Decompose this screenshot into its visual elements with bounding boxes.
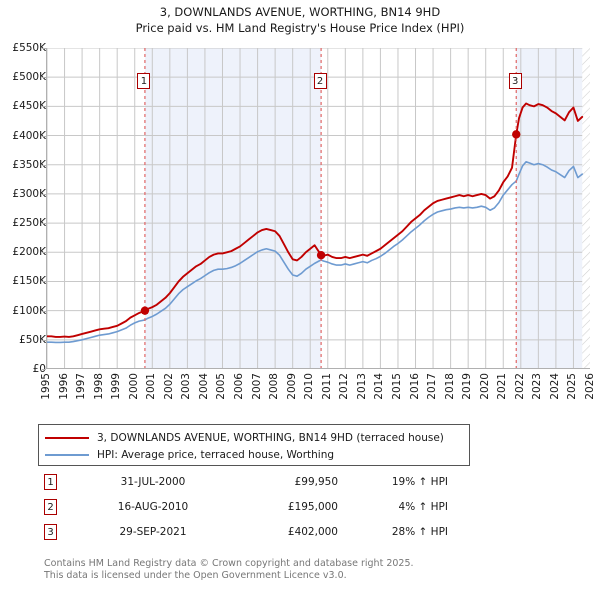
y-axis-tick-label: £50K (19, 333, 46, 346)
x-axis-tick-label: 1997 (75, 373, 88, 400)
y-axis-tick-label: £550K (12, 42, 46, 54)
x-axis-tick-label: 1998 (92, 373, 105, 400)
sale-date: 16-AUG-2010 (117, 501, 189, 513)
x-axis-tick-label: 2008 (268, 373, 281, 400)
x-axis-tick-label: 2007 (250, 373, 263, 400)
x-axis-tick-label: 2013 (355, 373, 368, 400)
x-axis-tick-label: 2010 (303, 373, 316, 400)
legend-swatch-hpi (45, 454, 89, 456)
x-axis-tick-label: 2024 (548, 373, 561, 400)
x-axis-tick-label: 2016 (408, 373, 421, 400)
sale-price: £402,000 (287, 526, 338, 538)
table-row: 1 31-JUL-2000 £99,950 19% ↑ HPI (38, 472, 458, 497)
y-axis-tick-label: £150K (12, 275, 46, 288)
chart-marker-badge: 2 (313, 73, 327, 89)
y-axis-tick-label: £0 (32, 363, 46, 375)
y-axis-tick-label: £450K (12, 100, 46, 113)
x-axis-tick-label: 2018 (443, 373, 456, 400)
y-axis-tick-label: £250K (12, 217, 46, 230)
sale-hpi-delta: 19% ↑ HPI (391, 476, 448, 488)
sale-index-badge: 2 (44, 499, 57, 515)
x-axis-tick-label: 2025 (566, 373, 579, 400)
legend-item-hpi: HPI: Average price, terraced house, Wort… (45, 447, 463, 463)
chart-marker-badge: 1 (137, 73, 151, 89)
x-axis-tick-label: 2002 (162, 373, 175, 400)
y-axis-tick-label: £100K (12, 304, 46, 317)
table-row: 2 16-AUG-2010 £195,000 4% ↑ HPI (38, 497, 458, 522)
y-axis-tick-label: £300K (12, 187, 46, 200)
chart-marker-badge: 3 (508, 73, 522, 89)
x-axis-tick-label: 2011 (320, 373, 333, 400)
plot-svg (47, 48, 590, 368)
x-axis-tick-label: 2001 (145, 373, 158, 400)
x-axis-tick-label: 2019 (461, 373, 474, 400)
y-axis-tick-label: £350K (12, 158, 46, 171)
title-line-2: Price paid vs. HM Land Registry's House … (135, 21, 465, 35)
legend-label-hpi: HPI: Average price, terraced house, Wort… (97, 449, 335, 461)
x-axis-tick-label: 2023 (531, 373, 544, 400)
x-axis-tick-label: 2020 (478, 373, 491, 400)
x-axis-tick-label: 2014 (373, 373, 386, 400)
legend-item-price-paid: 3, DOWNLANDS AVENUE, WORTHING, BN14 9HD … (45, 430, 463, 446)
page-title: 3, DOWNLANDS AVENUE, WORTHING, BN14 9HD … (0, 4, 600, 36)
y-axis-tick (42, 339, 46, 341)
x-axis-tick-label: 1996 (57, 373, 70, 400)
y-axis-tick (42, 369, 46, 370)
x-axis-tick-label: 2012 (338, 373, 351, 400)
y-axis-tick (42, 310, 46, 312)
x-axis-tick-label: 2021 (496, 373, 509, 400)
y-axis-tick-label: £400K (12, 129, 46, 142)
x-axis-tick-label: 2015 (390, 373, 403, 400)
x-axis-tick-label: 2003 (180, 373, 193, 400)
y-axis-tick (42, 223, 46, 225)
sale-index-badge: 1 (44, 474, 57, 490)
y-axis-tick (42, 164, 46, 166)
y-axis-tick (42, 77, 46, 79)
y-axis-tick (42, 252, 46, 254)
sale-hpi-delta: 4% ↑ HPI (398, 501, 448, 513)
sale-date: 31-JUL-2000 (120, 476, 186, 488)
plot-area (46, 48, 590, 369)
x-axis-tick-label: 2017 (426, 373, 439, 400)
x-axis-tick-label: 2000 (127, 373, 140, 400)
y-axis-tick (42, 106, 46, 108)
x-axis-tick-label: 1999 (110, 373, 123, 400)
x-axis-tick-label: 1995 (40, 373, 52, 400)
sale-hpi-delta: 28% ↑ HPI (391, 526, 448, 538)
y-axis-tick (42, 48, 46, 49)
chart-container: £0 £50K £100K £150K £200K £250K £300K £350K £400… (0, 40, 600, 400)
y-axis-tick (42, 281, 46, 283)
y-axis-tick-label: £200K (12, 246, 46, 259)
title-line-1: 3, DOWNLANDS AVENUE, WORTHING, BN14 9HD (159, 5, 441, 19)
y-axis-tick-label: £500K (12, 71, 46, 84)
x-axis-tick-label: 2009 (285, 373, 298, 400)
y-axis-tick (42, 193, 46, 195)
y-axis-tick (42, 135, 46, 137)
chart-legend: 3, DOWNLANDS AVENUE, WORTHING, BN14 9HD … (38, 424, 470, 466)
sale-price: £99,950 (294, 476, 338, 488)
x-axis-tick-label: 2006 (233, 373, 246, 400)
footer-attribution: Contains HM Land Registry data © Crown c… (44, 558, 584, 582)
x-axis-tick-label: 2005 (215, 373, 228, 400)
sale-date: 29-SEP-2021 (119, 526, 187, 538)
footer-line-2: This data is licensed under the Open Gov… (44, 570, 347, 581)
sales-table: 1 31-JUL-2000 £99,950 19% ↑ HPI 2 16-AUG… (38, 472, 458, 547)
x-axis-tick-label: 2026 (584, 373, 596, 400)
x-axis-tick-label: 2004 (197, 373, 210, 400)
footer-line-1: Contains HM Land Registry data © Crown c… (44, 558, 414, 569)
table-row: 3 29-SEP-2021 £402,000 28% ↑ HPI (38, 522, 458, 547)
sale-price: £195,000 (287, 501, 338, 513)
sale-index-badge: 3 (44, 524, 57, 540)
legend-swatch-price-paid (45, 437, 89, 439)
x-axis-tick-label: 2022 (513, 373, 526, 400)
legend-label-price-paid: 3, DOWNLANDS AVENUE, WORTHING, BN14 9HD … (97, 432, 444, 444)
